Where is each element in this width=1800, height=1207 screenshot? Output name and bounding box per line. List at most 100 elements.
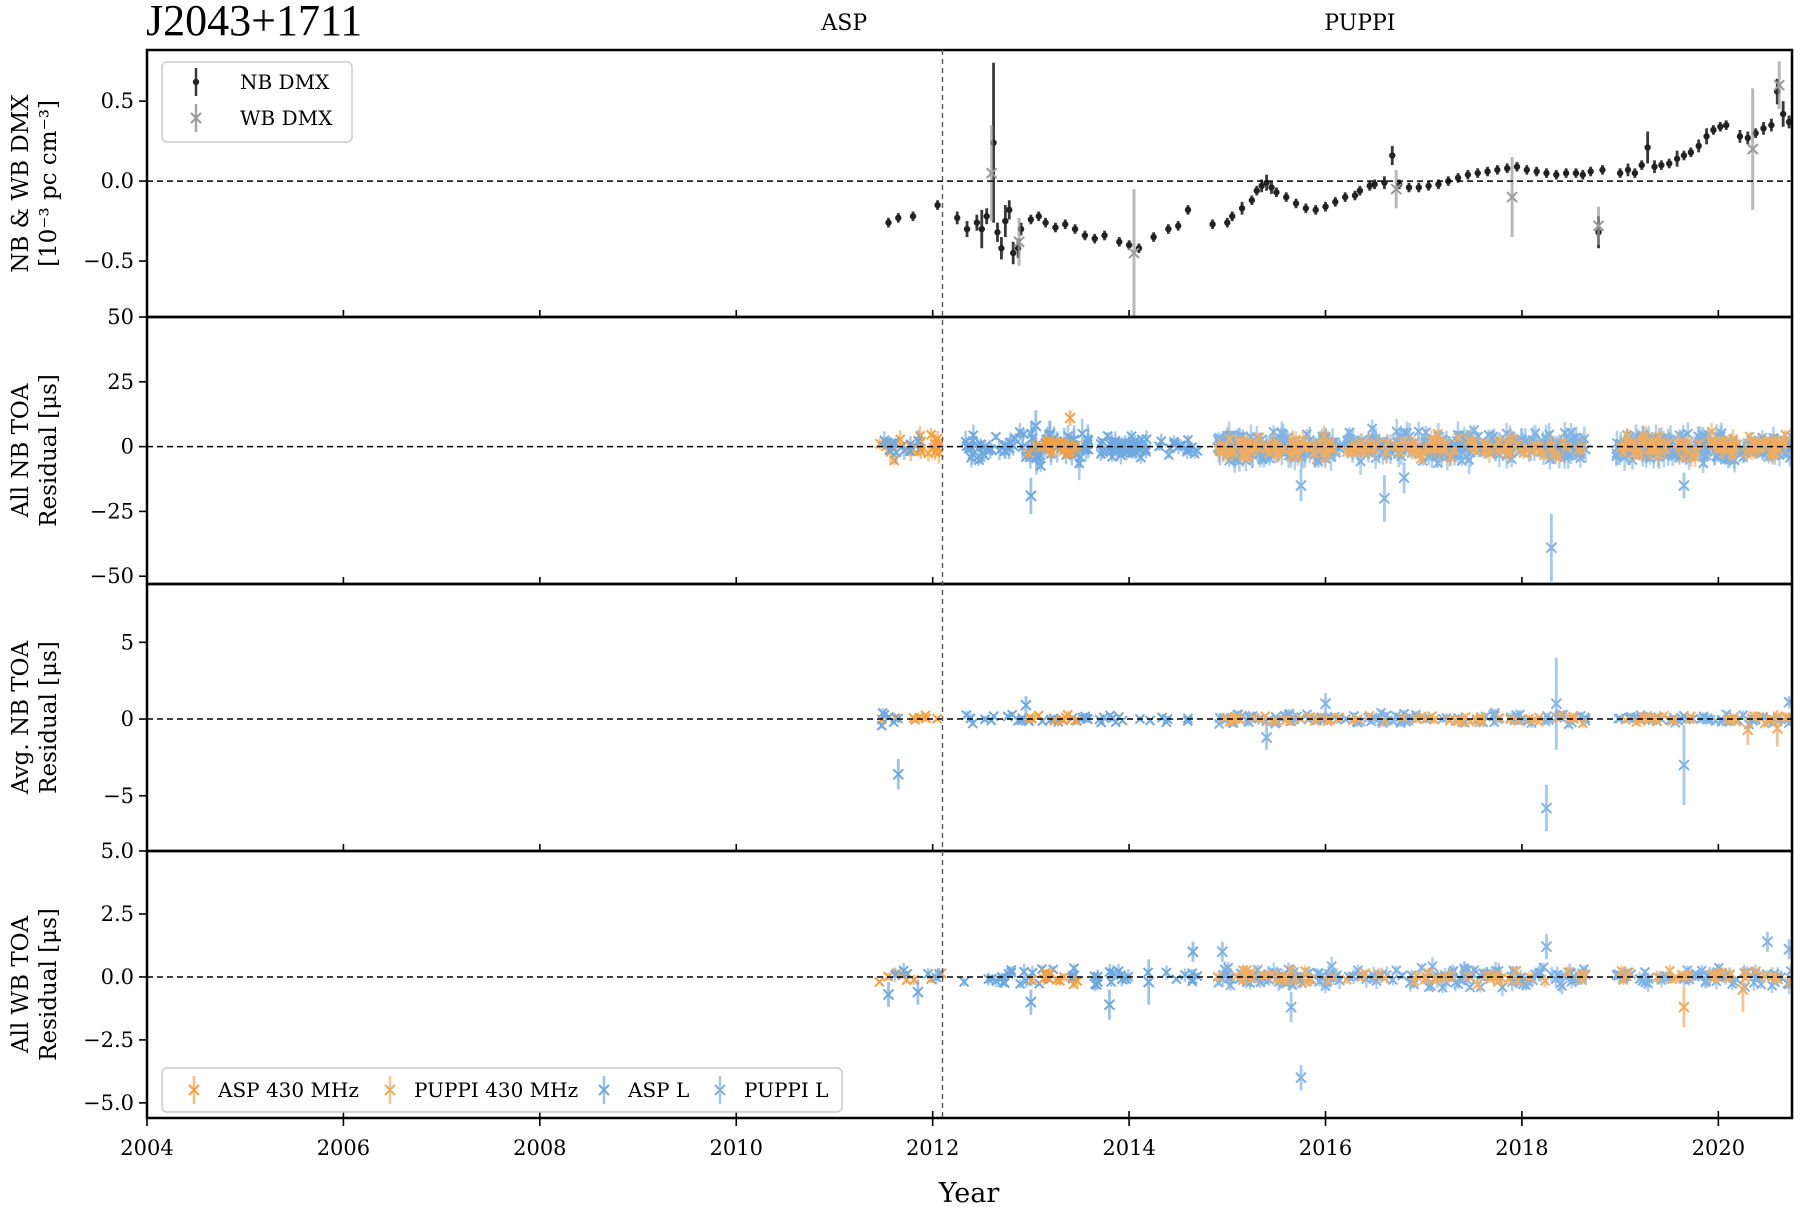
- residual-point: [1025, 996, 1037, 1008]
- nb-dmx-point: [1673, 155, 1681, 162]
- residual-point: [1528, 714, 1539, 726]
- nb-dmx-point: [1710, 126, 1717, 134]
- residual-point: [882, 988, 895, 1001]
- residual-point: [929, 446, 941, 458]
- residual-point: [1095, 448, 1107, 460]
- residual-point: [1049, 715, 1060, 726]
- nb-dmx-point: [1150, 233, 1157, 241]
- residual-point: [1499, 443, 1510, 454]
- residual-point: [1407, 445, 1419, 457]
- residual-point: [1511, 965, 1522, 976]
- residual-point: [1025, 490, 1037, 502]
- nb-dmx-point: [973, 219, 981, 226]
- x-tick-label: 2012: [906, 1136, 959, 1160]
- nb-dmx-point: [1631, 169, 1639, 177]
- x-tick-label: 2020: [1692, 1136, 1745, 1160]
- y-tick-label: 25: [107, 370, 134, 394]
- residual-point: [1006, 967, 1017, 978]
- nb-dmx-point: [1253, 187, 1260, 194]
- residual-point: [967, 435, 979, 447]
- y-axis: 50 25 0 −25 −50: [90, 305, 1720, 588]
- residual-point: [1674, 429, 1685, 441]
- residual-point: [1557, 709, 1569, 720]
- residual-point: [1692, 431, 1704, 442]
- nb-dmx-point: [1356, 187, 1364, 194]
- residual-point: [913, 435, 924, 447]
- residual-point: [1494, 712, 1505, 724]
- nb-dmx-point: [1484, 168, 1491, 175]
- residual-point: [1101, 446, 1112, 457]
- wb-dmx-point: [1773, 79, 1785, 91]
- residual-point: [1516, 443, 1528, 454]
- residual-point: [1698, 712, 1710, 724]
- nb-dmx-point: [994, 229, 1001, 236]
- y-tick-label: −0.5: [83, 249, 134, 273]
- residual-point: [1529, 443, 1541, 454]
- y-axis-label: Residual [μs]: [36, 641, 62, 794]
- residual-point: [1635, 449, 1646, 460]
- residual-point: [1224, 434, 1235, 445]
- residual-point: [1481, 969, 1492, 981]
- residual-point: [1540, 941, 1553, 953]
- residual-point: [1761, 436, 1772, 448]
- wb-dmx-point: [1506, 191, 1518, 203]
- y-axis-label: All NB TOA: [8, 383, 34, 518]
- residual-point: [1453, 432, 1464, 443]
- residual-point: [1679, 440, 1690, 452]
- y-tick-label: −25: [90, 499, 134, 523]
- y-tick-label: −5: [103, 784, 134, 808]
- nb-dmx-point: [1002, 217, 1009, 225]
- residual-point: [1014, 426, 1025, 438]
- nb-dmx-point: [1723, 121, 1730, 129]
- wb-dmx-point: [1013, 236, 1025, 248]
- residual-point: [1216, 946, 1229, 958]
- residual-point: [1104, 966, 1115, 978]
- residual-point: [1189, 448, 1200, 459]
- nb-dmx-point: [1229, 213, 1236, 220]
- legend-swatch: [190, 112, 202, 124]
- nb-dmx-point: [1616, 169, 1624, 177]
- residual-point: [874, 976, 885, 988]
- y-axis-label: All WB TOA: [8, 915, 34, 1054]
- residual-point: [1324, 437, 1336, 449]
- residual-point: [1566, 976, 1577, 987]
- panels: 0.5 0.0 −0.5 NB & WB DMX [10⁻³ pc cm⁻³] NB DM…: [8, 48, 1794, 1120]
- residual-point: [1089, 979, 1101, 990]
- residual-point: [999, 440, 1010, 452]
- residual-point: [1708, 440, 1720, 451]
- residual-point: [1143, 976, 1155, 988]
- residual-point: [1020, 699, 1032, 711]
- wb-dmx-point: [1128, 247, 1140, 259]
- nb-dmx-point: [1125, 241, 1133, 249]
- residual-point: [1192, 970, 1203, 982]
- nb-dmx-point: [909, 213, 917, 220]
- residual-point: [1640, 977, 1651, 988]
- residual-point: [1634, 973, 1645, 985]
- nb-dmx-point: [1638, 161, 1645, 169]
- nb-dmx-point: [963, 225, 971, 233]
- x-tick-label: 2018: [1495, 1136, 1548, 1160]
- residual-point: [1539, 975, 1551, 987]
- residual-point: [1110, 435, 1121, 447]
- residual-point: [1753, 711, 1765, 723]
- residual-point: [879, 709, 890, 721]
- residual-point: [1025, 428, 1037, 439]
- nb-dmx-point: [1543, 169, 1550, 177]
- nb-dmx-point: [1035, 213, 1042, 220]
- y-tick-label: 0.0: [101, 965, 134, 989]
- residual-point: [1326, 960, 1337, 972]
- residual-point: [1024, 712, 1035, 723]
- panel-nb-avg: 5 0 −5 Avg. NB TOA Residual [μs]: [8, 582, 1794, 853]
- residual-point: [1227, 447, 1239, 459]
- x-tick-label: 2008: [513, 1136, 566, 1160]
- residual-point: [1457, 447, 1469, 459]
- residual-point: [1538, 449, 1550, 461]
- y-axis-label: Residual [μs]: [36, 374, 62, 527]
- residual-point: [1014, 978, 1026, 989]
- residual-point: [1249, 712, 1260, 724]
- residual-point: [1136, 442, 1148, 453]
- nb-dmx-point: [1010, 249, 1017, 257]
- residual-point: [1416, 962, 1427, 973]
- panel-wb-all: 5.0 2.5 0.0 −2.5 −5.0 All WB TOA Residual [μs]…: [8, 839, 1794, 1120]
- residual-point: [1784, 452, 1792, 464]
